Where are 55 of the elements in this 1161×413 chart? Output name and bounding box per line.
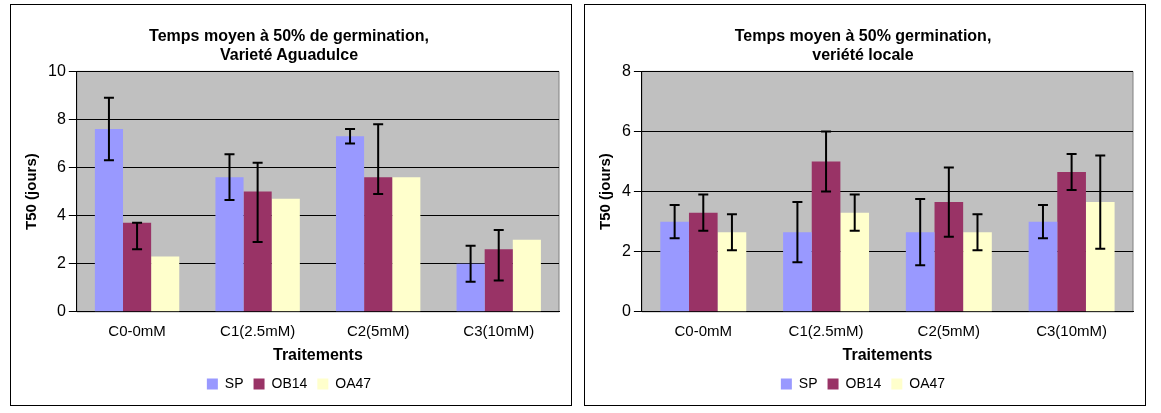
- bar: [840, 212, 870, 312]
- bar: [811, 161, 841, 312]
- x-axis-title: Traitements: [842, 345, 933, 363]
- chart-title: Temps moyen à 50% de germination, Varieté Aguadulce: [149, 27, 429, 64]
- bar: [392, 177, 421, 312]
- bar: [364, 177, 393, 312]
- y-tick-label: 6: [621, 121, 631, 139]
- legend-label: OB14: [271, 374, 308, 391]
- legend-label: OB14: [845, 374, 882, 391]
- bar: [688, 212, 718, 312]
- y-tick-label: 0: [56, 302, 66, 320]
- bar: [1028, 221, 1058, 312]
- y-tick-label: 10: [48, 61, 66, 79]
- y-tick-label: 8: [56, 109, 66, 127]
- x-tick-label: C0-0mM: [108, 321, 166, 339]
- legend-label: OA47: [335, 374, 372, 391]
- x-axis-title: Traitements: [272, 345, 363, 363]
- y-axis-title: T50 (jours): [596, 153, 614, 230]
- x-tick-label: C3(10mM): [463, 321, 535, 339]
- bar: [905, 232, 935, 312]
- x-tick-label: C0-0mM: [674, 321, 733, 339]
- x-tick-label: C3(10mM): [1036, 321, 1108, 339]
- y-tick-label: 4: [621, 182, 631, 200]
- legend-label: OA47: [909, 374, 946, 391]
- bar: [215, 177, 244, 312]
- bar: [484, 249, 513, 312]
- bar: [271, 198, 300, 312]
- y-tick-label: 0: [621, 302, 631, 320]
- y-tick-label: 6: [56, 157, 66, 175]
- x-tick-label: C1(2.5mM): [788, 321, 864, 339]
- bar: [151, 256, 180, 312]
- chart-title: Temps moyen à 50% germination, veriété locale: [734, 27, 992, 64]
- x-tick-label: C2(5mM): [917, 321, 981, 339]
- x-tick-label: C1(2.5mM): [220, 321, 296, 339]
- bar: [243, 191, 272, 312]
- y-tick-label: 4: [56, 206, 66, 224]
- y-axis-title: T50 (jours): [22, 153, 40, 230]
- bar: [456, 263, 485, 312]
- bar: [717, 232, 747, 312]
- y-tick-label: 8: [621, 61, 631, 79]
- x-tick-label: C2(5mM): [346, 321, 410, 339]
- legend-label: SP: [224, 374, 244, 391]
- bar: [660, 221, 689, 312]
- bar: [1085, 202, 1115, 312]
- bar: [783, 232, 812, 312]
- y-tick-label: 2: [621, 242, 631, 260]
- bar: [1057, 172, 1086, 312]
- bar: [335, 136, 365, 312]
- bar: [512, 239, 541, 312]
- bar: [963, 232, 992, 312]
- bar: [123, 222, 152, 312]
- bar: [94, 129, 124, 312]
- bar: [934, 202, 964, 312]
- y-tick-label: 2: [56, 254, 66, 272]
- legend-label: SP: [798, 374, 818, 391]
